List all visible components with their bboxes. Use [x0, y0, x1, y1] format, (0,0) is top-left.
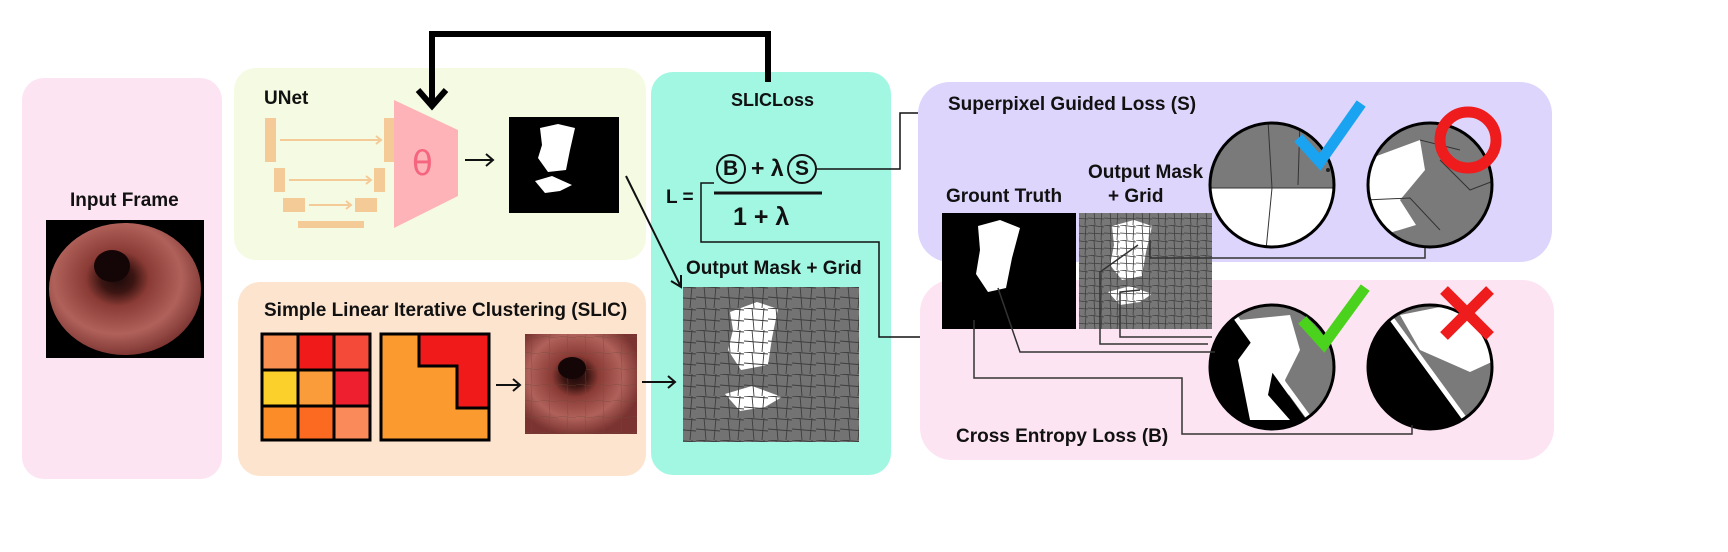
zoom-circle-2-outline [1366, 121, 1494, 249]
formula-s: S [795, 157, 810, 180]
cross-entropy-loss-title: Cross Entropy Loss (B) [956, 426, 1169, 447]
slic-arrow-1 [496, 378, 522, 392]
zoom-circle-superpixel-bad [1368, 123, 1492, 247]
theta-symbol: θ [412, 144, 433, 184]
slicloss-title: SLICLoss [731, 90, 815, 110]
unet-title: UNet [264, 88, 309, 109]
formula-b-circle [716, 154, 746, 184]
unet-predicted-mask [509, 117, 619, 213]
feedback-loop-arrow [429, 31, 771, 104]
zoom-circle-1-outline [1208, 121, 1336, 249]
unet-architecture-icon [265, 118, 395, 228]
right-output-mask-grid [1079, 213, 1212, 329]
input-frame-title: Input Frame [70, 190, 179, 211]
ground-truth-mask [942, 213, 1076, 329]
formula-lhs: L = [666, 187, 694, 208]
slic-superpixel-icon [379, 332, 491, 442]
slicloss-output-title: Output Mask + Grid [686, 258, 862, 279]
formula-denominator: 1 + λ [733, 203, 790, 231]
zoom-circle-3-outline [1208, 303, 1336, 431]
feedback-arrow-head [415, 88, 449, 111]
slic-grid-icon [260, 332, 372, 442]
output-mask-label-line1: Output Mask [1088, 162, 1204, 183]
zoom-circle-crossentropy-good [1210, 305, 1334, 429]
check-green-icon [1298, 284, 1370, 353]
slic-to-output-arrow [642, 375, 677, 389]
slic-overlay-image [525, 334, 637, 434]
grid-dot [1326, 168, 1330, 172]
unet-to-mask-arrow [465, 153, 495, 167]
connector-lines [973, 240, 1426, 435]
ground-truth-label: Grount Truth [946, 186, 1063, 207]
superpixel-loss-title: Superpixel Guided Loss (S) [948, 94, 1197, 115]
slic-title: Simple Linear Iterative Clustering (SLIC… [264, 300, 628, 321]
formula-plus-lambda: + λ [751, 155, 784, 181]
output-mask-label-line2: + Grid [1108, 186, 1164, 207]
zoom-circle-4-outline [1366, 303, 1494, 431]
circle-red-icon [1434, 106, 1502, 174]
s-to-superpixel-line [816, 112, 918, 170]
cross-red-icon [1440, 286, 1494, 340]
unet-parameter-trapezoid [394, 100, 458, 228]
slicloss-output-mask-grid [683, 287, 859, 442]
b-to-crossentropy-line [700, 182, 920, 338]
check-blue-icon [1294, 100, 1366, 171]
mask-to-output-arrow [625, 175, 682, 289]
formula-b: B [723, 157, 739, 180]
input-endoscopy-image [46, 220, 204, 358]
